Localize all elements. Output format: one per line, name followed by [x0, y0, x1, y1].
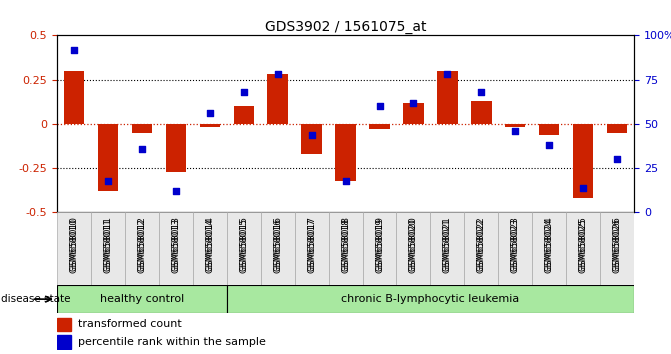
Point: [306, 132, 317, 137]
Point: [68, 47, 79, 52]
Bar: [607, 124, 627, 133]
Point: [374, 103, 385, 109]
Point: [272, 72, 283, 77]
Text: GSM658017: GSM658017: [307, 218, 316, 273]
Point: [578, 185, 588, 190]
Bar: [98, 124, 118, 191]
Text: healthy control: healthy control: [100, 294, 184, 304]
Text: GSM658026: GSM658026: [613, 216, 621, 271]
Text: GSM658021: GSM658021: [443, 216, 452, 271]
Bar: [295, 212, 329, 285]
Point: [442, 72, 453, 77]
Bar: [57, 212, 91, 285]
Text: GSM658019: GSM658019: [375, 218, 384, 273]
Bar: [57, 335, 71, 349]
Bar: [227, 285, 634, 313]
Text: chronic B-lymphocytic leukemia: chronic B-lymphocytic leukemia: [342, 294, 519, 304]
Point: [612, 156, 623, 162]
Point: [136, 146, 147, 152]
Bar: [505, 124, 525, 127]
Text: GSM658025: GSM658025: [578, 216, 588, 271]
Point: [408, 100, 419, 105]
Bar: [329, 212, 362, 285]
Text: GSM658020: GSM658020: [409, 218, 418, 273]
Text: GSM658011: GSM658011: [103, 218, 113, 273]
Text: GSM658010: GSM658010: [70, 218, 79, 273]
Bar: [532, 212, 566, 285]
Bar: [125, 212, 159, 285]
Bar: [573, 124, 593, 198]
Bar: [499, 212, 532, 285]
Bar: [57, 285, 227, 313]
Bar: [566, 212, 600, 285]
Bar: [362, 212, 397, 285]
Text: GSM658022: GSM658022: [477, 216, 486, 271]
Point: [170, 188, 181, 194]
Text: GSM658024: GSM658024: [545, 218, 554, 273]
Bar: [227, 212, 261, 285]
Text: GSM658023: GSM658023: [511, 216, 520, 271]
Text: GSM658021: GSM658021: [443, 218, 452, 273]
Point: [238, 89, 249, 95]
Text: GSM658014: GSM658014: [205, 216, 214, 271]
Point: [544, 142, 555, 148]
Title: GDS3902 / 1561075_at: GDS3902 / 1561075_at: [265, 21, 426, 34]
Bar: [57, 318, 71, 331]
Text: GSM658016: GSM658016: [273, 218, 282, 273]
Bar: [539, 124, 560, 135]
Text: GSM658013: GSM658013: [171, 218, 180, 273]
Text: GSM658020: GSM658020: [409, 216, 418, 271]
Bar: [301, 124, 322, 154]
Bar: [268, 74, 288, 124]
Bar: [336, 124, 356, 181]
Text: GSM658012: GSM658012: [138, 216, 146, 271]
Text: transformed count: transformed count: [78, 319, 182, 329]
Point: [510, 128, 521, 134]
Bar: [261, 212, 295, 285]
Point: [340, 178, 351, 183]
Bar: [193, 212, 227, 285]
Bar: [159, 212, 193, 285]
Bar: [91, 212, 125, 285]
Bar: [437, 71, 458, 124]
Bar: [64, 71, 84, 124]
Bar: [199, 124, 220, 127]
Text: disease state: disease state: [1, 294, 71, 304]
Bar: [430, 212, 464, 285]
Text: GSM658010: GSM658010: [70, 216, 79, 271]
Text: GSM658011: GSM658011: [103, 216, 113, 271]
Text: GSM658025: GSM658025: [578, 218, 588, 273]
Bar: [464, 212, 499, 285]
Bar: [234, 106, 254, 124]
Text: GSM658012: GSM658012: [138, 218, 146, 273]
Text: GSM658017: GSM658017: [307, 216, 316, 271]
Text: GSM658019: GSM658019: [375, 216, 384, 271]
Bar: [403, 103, 423, 124]
Text: GSM658026: GSM658026: [613, 218, 621, 273]
Text: GSM658022: GSM658022: [477, 218, 486, 273]
Bar: [471, 101, 492, 124]
Text: GSM658013: GSM658013: [171, 216, 180, 271]
Bar: [166, 124, 186, 172]
Point: [103, 178, 113, 183]
Text: GSM658016: GSM658016: [273, 216, 282, 271]
Text: GSM658018: GSM658018: [341, 216, 350, 271]
Text: GSM658024: GSM658024: [545, 216, 554, 271]
Bar: [600, 212, 634, 285]
Text: GSM658015: GSM658015: [240, 216, 248, 271]
Text: GSM658015: GSM658015: [240, 218, 248, 273]
Bar: [397, 212, 430, 285]
Bar: [369, 124, 390, 129]
Text: GSM658014: GSM658014: [205, 218, 214, 273]
Text: GSM658018: GSM658018: [341, 218, 350, 273]
Text: GSM658023: GSM658023: [511, 218, 520, 273]
Point: [476, 89, 486, 95]
Bar: [132, 124, 152, 133]
Text: percentile rank within the sample: percentile rank within the sample: [78, 337, 266, 347]
Point: [205, 110, 215, 116]
